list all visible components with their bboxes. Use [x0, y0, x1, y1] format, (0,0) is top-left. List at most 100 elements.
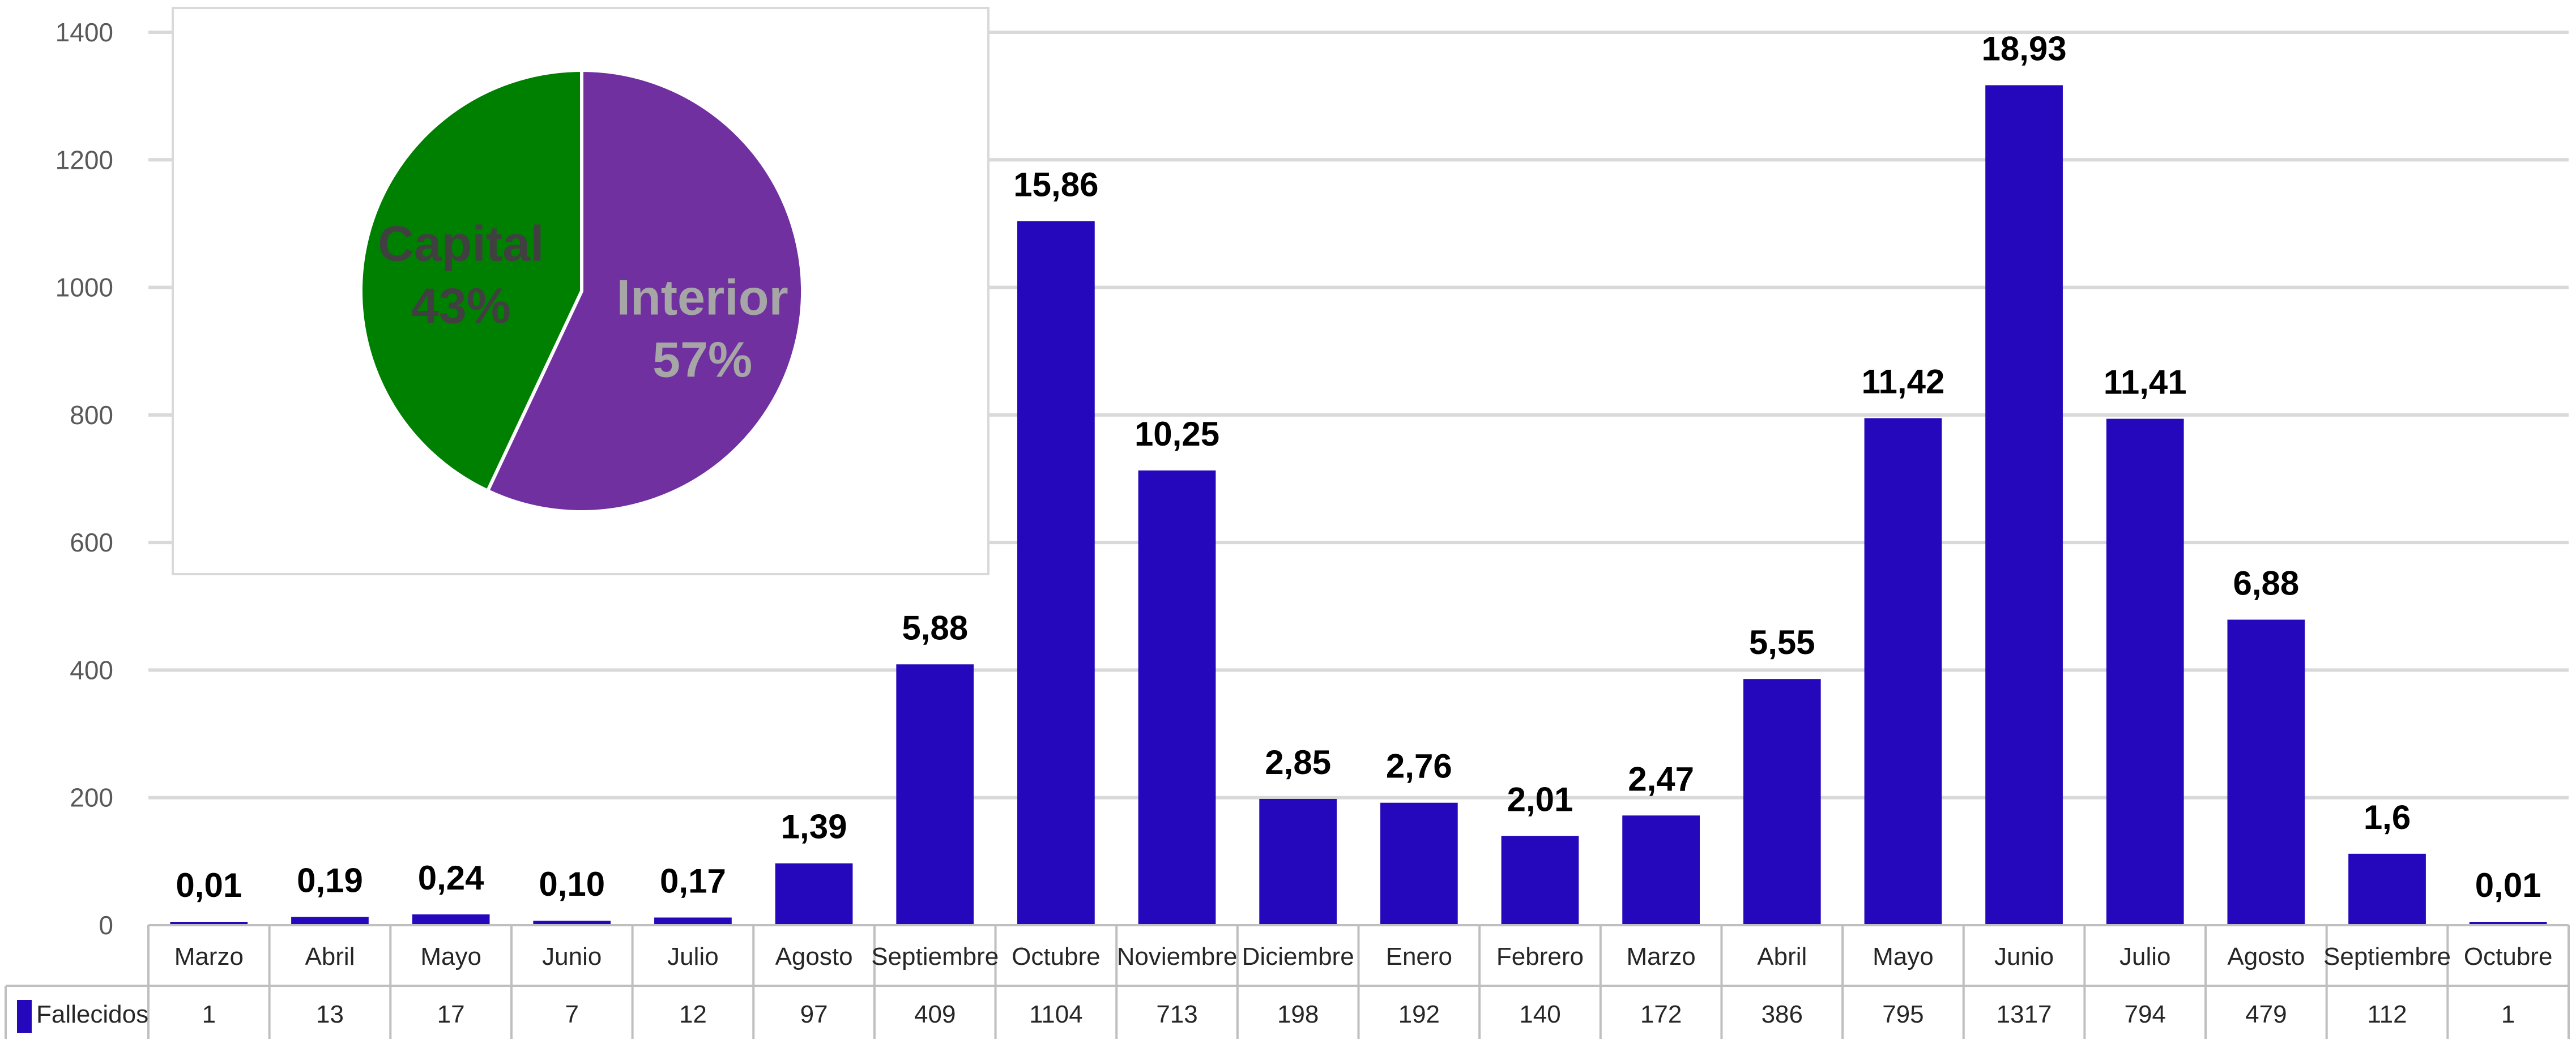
pie-slice-percent: 57% [652, 332, 752, 388]
data-label: 10,25 [1135, 415, 1219, 453]
category-label: Abril [1757, 943, 1807, 970]
table-value: 386 [1762, 1000, 1803, 1028]
pie-slice-label: Interior [617, 270, 788, 326]
category-label: Septiembre [871, 943, 999, 970]
category-label: Julio [2119, 943, 2171, 970]
bar [170, 922, 248, 925]
category-label: Junio [1994, 943, 2054, 970]
data-label: 0,10 [539, 865, 605, 903]
bar [654, 917, 732, 925]
y-tick-label: 0 [99, 910, 113, 940]
table-value: 409 [914, 1000, 956, 1028]
category-label: Abril [305, 943, 355, 970]
y-tick-label: 400 [70, 655, 113, 685]
category-label: Septiembre [2323, 943, 2451, 970]
bar [775, 863, 853, 925]
bar [291, 917, 369, 925]
table-value: 17 [437, 1000, 465, 1028]
category-label: Noviembre [1117, 943, 1238, 970]
data-label: 1,39 [781, 808, 847, 846]
table-value: 172 [1640, 1000, 1682, 1028]
table-value: 1104 [1029, 1000, 1083, 1028]
table-value: 97 [800, 1000, 828, 1028]
data-label: 2,85 [1265, 743, 1331, 781]
data-label: 11,41 [2104, 364, 2187, 401]
bars [170, 85, 2547, 926]
category-label: Octubre [2464, 943, 2553, 970]
category-label: Marzo [174, 943, 244, 970]
category-label: Junio [542, 943, 602, 970]
table-value: 198 [1277, 1000, 1319, 1028]
table-value: 713 [1156, 1000, 1197, 1028]
category-label: Marzo [1627, 943, 1696, 970]
category-label: Mayo [1873, 943, 1934, 970]
bar [1985, 85, 2063, 926]
pie-inset: Interior 57% Capital 43% [172, 7, 990, 575]
category-label: Julio [667, 943, 719, 970]
table-value: 13 [316, 1000, 344, 1028]
bar [1501, 836, 1579, 925]
pie-slice [485, 68, 804, 514]
data-table: Marzo 1 Abril 13 Mayo 17 Junio 7 Julio 12 Agosto 97… [5, 924, 2570, 1039]
table-value: 1 [2501, 1000, 2515, 1028]
bar [896, 664, 974, 925]
table-value: 479 [2245, 1000, 2287, 1028]
bar [1743, 679, 1821, 925]
data-label: 2,01 [1507, 780, 1573, 818]
category-label: Agosto [775, 943, 853, 970]
table-value: 1 [202, 1000, 216, 1028]
bar [2469, 922, 2547, 925]
table-value: 192 [1398, 1000, 1440, 1028]
y-tick-label: 1000 [56, 273, 113, 302]
y-tick-label: 600 [70, 528, 113, 557]
category-label: Mayo [420, 943, 481, 970]
bar [1017, 221, 1095, 925]
data-label: 11,42 [1862, 362, 1945, 400]
table-value: 1317 [1997, 1000, 2052, 1028]
data-label: 2,47 [1628, 760, 1694, 798]
data-label: 0,19 [297, 861, 363, 899]
data-label: 0,01 [2475, 866, 2541, 904]
bar [1380, 802, 1458, 925]
series-name: Fallecidos [36, 1000, 148, 1028]
bar [1864, 418, 1942, 925]
pie-slice-label: Capital [378, 215, 544, 271]
y-tick-label: 800 [70, 400, 113, 430]
bar [2348, 853, 2426, 925]
category-label: Enero [1386, 943, 1452, 970]
pie-slice [359, 68, 583, 493]
table-value: 112 [2367, 1000, 2407, 1028]
table-value: 794 [2125, 1000, 2166, 1028]
data-label: 6,88 [2233, 564, 2299, 602]
data-label: 0,17 [660, 862, 726, 900]
data-label: 5,88 [902, 609, 968, 647]
bar [412, 914, 490, 925]
bar [2106, 418, 2184, 925]
data-label: 15,86 [1013, 165, 1098, 203]
y-tick-label: 1200 [56, 145, 113, 174]
bar [1138, 470, 1216, 925]
data-label: 0,24 [418, 859, 484, 897]
bar [2227, 619, 2305, 925]
y-tick-label: 1400 [56, 18, 113, 47]
table-value: 7 [565, 1000, 579, 1028]
data-label: 18,93 [1981, 29, 2066, 67]
bar [1622, 815, 1700, 925]
category-label: Agosto [2227, 943, 2305, 970]
data-label: 2,76 [1386, 747, 1452, 785]
category-label: Febrero [1496, 943, 1584, 970]
legend-swatch [17, 1000, 32, 1033]
bar [533, 921, 611, 925]
data-labels: 0,01 0,19 0,24 0,10 0,17 1,39 5,88 15,86 10,25 2,… [176, 29, 2541, 904]
data-label: 0,01 [176, 866, 242, 904]
table-value: 795 [1882, 1000, 1924, 1028]
category-label: Diciembre [1242, 943, 1354, 970]
table-value: 140 [1519, 1000, 1560, 1028]
table-value: 12 [679, 1000, 707, 1028]
y-tick-label: 200 [70, 783, 113, 813]
data-label: 5,55 [1749, 623, 1815, 661]
y-axis: 0 200 400 600 800 1000 1200 1400 [56, 18, 113, 940]
category-label: Octubre [1012, 943, 1101, 970]
data-label: 1,6 [2364, 798, 2411, 836]
